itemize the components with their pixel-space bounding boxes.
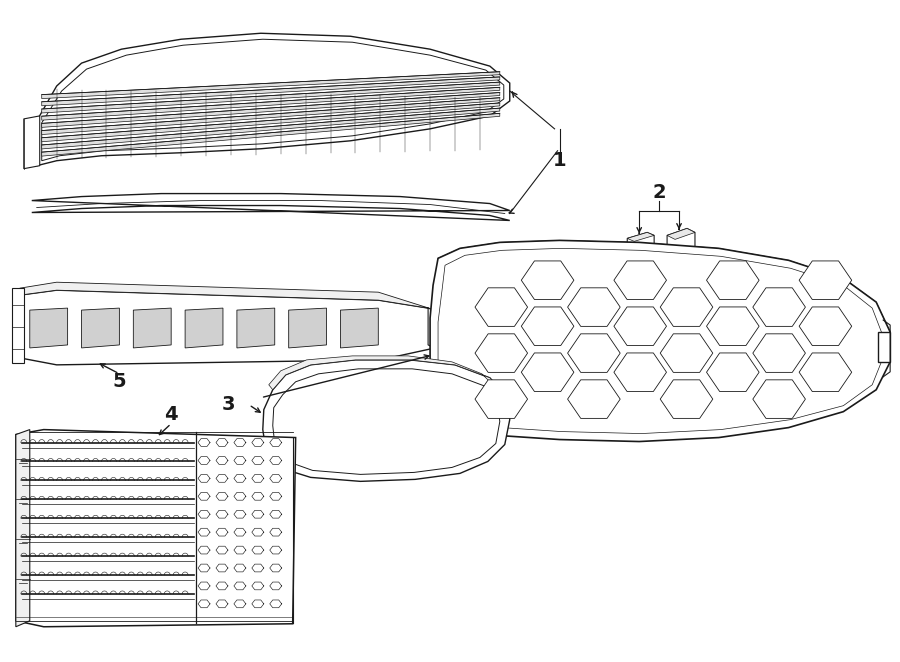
Polygon shape (32, 193, 509, 220)
Polygon shape (30, 308, 68, 348)
Polygon shape (41, 108, 500, 149)
Polygon shape (706, 353, 759, 391)
Polygon shape (269, 356, 508, 398)
Polygon shape (661, 334, 713, 373)
Polygon shape (20, 290, 445, 365)
Polygon shape (878, 332, 890, 362)
Polygon shape (12, 288, 23, 363)
Polygon shape (614, 261, 667, 299)
Polygon shape (82, 308, 120, 348)
Polygon shape (661, 380, 713, 418)
Polygon shape (41, 82, 500, 113)
Polygon shape (752, 334, 806, 373)
Polygon shape (475, 288, 527, 326)
Polygon shape (614, 307, 667, 346)
Polygon shape (627, 232, 654, 252)
Polygon shape (41, 93, 500, 127)
Polygon shape (706, 261, 759, 299)
Polygon shape (521, 353, 574, 391)
Polygon shape (23, 116, 40, 169)
Polygon shape (752, 288, 806, 326)
Polygon shape (263, 360, 509, 481)
Polygon shape (16, 430, 296, 627)
Polygon shape (568, 334, 620, 373)
Polygon shape (521, 261, 574, 299)
Polygon shape (16, 430, 30, 627)
Polygon shape (289, 308, 327, 348)
Polygon shape (41, 113, 500, 156)
Polygon shape (41, 103, 500, 142)
Polygon shape (41, 77, 500, 106)
Polygon shape (568, 288, 620, 326)
Polygon shape (438, 240, 890, 332)
Polygon shape (41, 39, 504, 161)
Polygon shape (667, 228, 695, 240)
Polygon shape (41, 71, 500, 99)
Polygon shape (706, 307, 759, 346)
Polygon shape (20, 282, 440, 318)
Polygon shape (475, 334, 527, 373)
Polygon shape (237, 308, 274, 348)
Polygon shape (568, 380, 620, 418)
Polygon shape (799, 353, 851, 391)
Polygon shape (41, 98, 500, 134)
Polygon shape (340, 308, 378, 348)
Polygon shape (752, 380, 806, 418)
Text: 5: 5 (112, 372, 126, 391)
Polygon shape (627, 232, 654, 242)
Polygon shape (799, 261, 851, 299)
Polygon shape (475, 380, 527, 418)
Text: 1: 1 (553, 151, 566, 170)
Polygon shape (661, 288, 713, 326)
Polygon shape (614, 353, 667, 391)
Polygon shape (438, 248, 882, 434)
Polygon shape (185, 308, 223, 348)
Text: 4: 4 (165, 405, 178, 424)
Polygon shape (41, 87, 500, 120)
Polygon shape (133, 308, 171, 348)
Polygon shape (521, 307, 574, 346)
Polygon shape (799, 307, 851, 346)
Text: 2: 2 (652, 183, 666, 202)
Polygon shape (430, 240, 890, 442)
Polygon shape (273, 369, 500, 475)
Polygon shape (37, 33, 509, 166)
Polygon shape (428, 308, 445, 348)
Text: 3: 3 (222, 395, 236, 414)
Polygon shape (667, 228, 695, 250)
